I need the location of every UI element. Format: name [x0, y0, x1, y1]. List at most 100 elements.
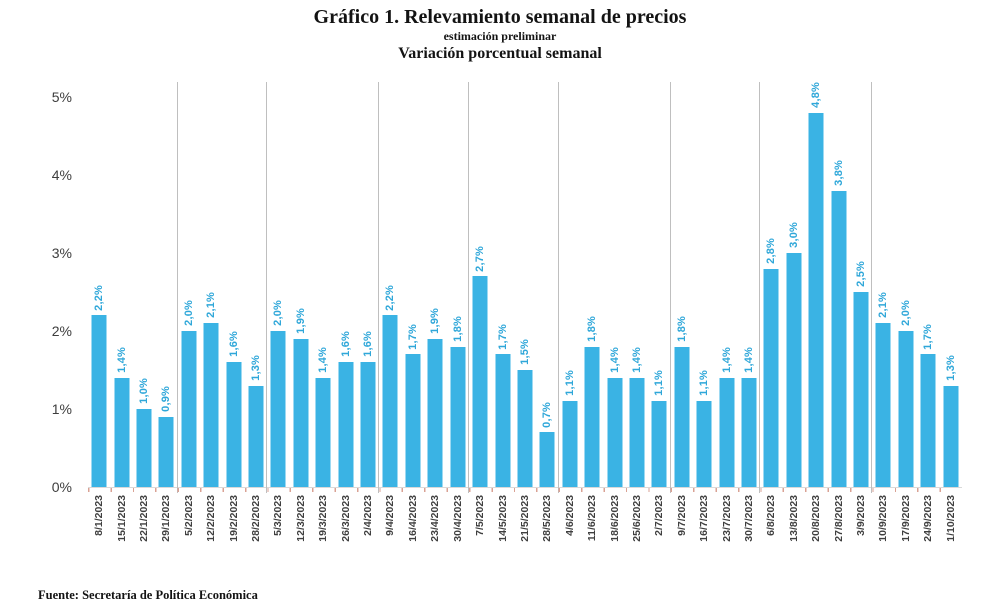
bar-slot: 1,4% 30/7/2023 [738, 82, 760, 542]
x-tick-label: 3/9/2023 [855, 495, 868, 536]
bar-slot: 2,5% 3/9/2023 [850, 82, 872, 536]
bar-slot: 0,9% 29/1/2023 [155, 82, 177, 542]
bar-slot: 1,0% 22/1/2023 [133, 82, 155, 542]
bar-value-label: 1,1% [563, 370, 576, 397]
chart-subtitle: estimación preliminar [443, 29, 557, 43]
bar [651, 401, 667, 487]
bar-slot: 1,4% 23/7/2023 [715, 82, 737, 542]
y-tick-label: 5% [51, 89, 72, 105]
x-tick-label: 14/5/2023 [496, 495, 509, 542]
bar-slot: 2,0% 5/2/2023 [178, 82, 200, 536]
x-tick-label: 28/5/2023 [541, 495, 554, 542]
bar-value-label: 2,0% [899, 300, 912, 326]
bar-value-label: 1,4% [608, 346, 621, 373]
chart-title-block: Gráfico 1. Relevamiento semanal de preci… [0, 5, 1000, 63]
bar [584, 346, 600, 487]
bar-value-label: 2,2% [384, 284, 397, 311]
x-tick-label: 30/7/2023 [742, 495, 755, 542]
bar-slot: 1,8% 11/6/2023 [581, 82, 603, 541]
bar-group: 2,1% 10/9/2023 2,0% 17/9/2023 1,7% 24/9/2023 1… [872, 82, 962, 542]
x-tick-label: 16/4/2023 [406, 495, 419, 542]
x-tick-label: 23/7/2023 [720, 495, 733, 542]
bar-slot: 1,5% 21/5/2023 [514, 82, 536, 542]
x-tick-label: 12/3/2023 [294, 495, 307, 542]
bar [696, 401, 712, 487]
bar-slot: 2,1% 12/2/2023 [200, 82, 222, 542]
bar-slot: 1,7% 16/4/2023 [402, 82, 424, 542]
bar-value-label: 1,8% [675, 315, 688, 342]
x-tick-label: 30/4/2023 [451, 495, 464, 542]
bar [450, 346, 466, 487]
bar-slot: 1,1% 16/7/2023 [693, 82, 715, 542]
bar-value-label: 1,6% [227, 331, 240, 358]
bar [427, 338, 443, 487]
x-tick-label: 13/8/2023 [787, 495, 800, 542]
bar-value-label: 1,8% [586, 315, 599, 342]
bar [517, 370, 533, 487]
x-tick-label: 4/6/2023 [563, 495, 576, 536]
bar-value-label: 2,0% [182, 300, 195, 326]
x-tick-label: 10/9/2023 [877, 495, 890, 542]
bar [405, 354, 421, 487]
bar-value-label: 1,0% [138, 378, 151, 404]
y-axis: 0% 1% 2% 3% 4% 5% [0, 82, 80, 495]
bar-group: 2,8% 6/8/2023 3,0% 13/8/2023 4,8% 20/8/2023 3,… [760, 82, 873, 542]
bar [226, 362, 242, 487]
bar-slot: 1,9% 12/3/2023 [290, 82, 312, 542]
x-tick-label: 21/5/2023 [518, 495, 531, 542]
bar-value-label: 1,7% [922, 323, 935, 350]
bar-slot: 1,8% 30/4/2023 [447, 82, 469, 542]
bar [136, 409, 152, 487]
bar-value-label: 2,1% [205, 292, 218, 319]
bar-slot: 1,1% 2/7/2023 [648, 82, 670, 536]
bar-slot: 2,8% 6/8/2023 [760, 82, 782, 536]
x-tick-label: 9/7/2023 [675, 495, 688, 536]
x-axis-tick-marks [88, 488, 962, 492]
bar-value-label: 3,0% [787, 222, 800, 248]
bar [495, 354, 511, 487]
bar [831, 190, 847, 487]
x-tick-label: 5/3/2023 [272, 495, 285, 536]
x-tick-label: 27/8/2023 [832, 495, 845, 542]
bar [920, 354, 936, 487]
x-tick-label: 18/6/2023 [608, 495, 621, 542]
bar-slot: 1,4% 18/6/2023 [603, 82, 625, 542]
y-tick-label: 3% [51, 245, 72, 261]
bar-value-label: 1,9% [294, 307, 307, 334]
x-tick-label: 12/2/2023 [205, 495, 218, 542]
x-tick-label: 17/9/2023 [899, 495, 912, 542]
bar-slot: 1,6% 19/2/2023 [222, 82, 244, 542]
bar-group: 2,0% 5/2/2023 2,1% 12/2/2023 1,6% 19/2/2023 1,… [178, 82, 268, 542]
bar-slot: 1,4% 15/1/2023 [110, 82, 132, 542]
bar-slot: 1,7% 24/9/2023 [917, 82, 939, 542]
bar-group: 2,0% 5/3/2023 1,9% 12/3/2023 1,4% 19/3/2023 1,… [267, 82, 380, 542]
bar [539, 432, 555, 487]
y-tick-label: 4% [51, 167, 72, 183]
bar [741, 377, 757, 487]
bar-slot: 1,4% 25/6/2023 [626, 82, 648, 542]
bar-slot: 2,0% 17/9/2023 [895, 82, 917, 542]
bar-value-label: 1,3% [250, 354, 263, 381]
bar-slot: 3,8% 27/8/2023 [827, 82, 849, 542]
bar [943, 385, 959, 487]
x-tick-label: 19/2/2023 [227, 495, 240, 542]
bar-slot: 2,2% 8/1/2023 [88, 82, 110, 536]
bar [203, 323, 219, 487]
bar-slot: 1,3% 1/10/2023 [939, 82, 961, 542]
bar [248, 385, 264, 487]
bar-value-label: 1,4% [317, 346, 330, 373]
bar-value-label: 1,5% [518, 339, 531, 365]
bar [719, 377, 735, 487]
bar-value-label: 2,0% [272, 300, 285, 326]
bar-value-label: 1,7% [496, 323, 509, 350]
x-tick-label: 26/3/2023 [339, 495, 352, 542]
bar [875, 323, 891, 487]
bar-slot: 2,1% 10/9/2023 [872, 82, 894, 542]
bar-group: 2,7% 7/5/2023 1,7% 14/5/2023 1,5% 21/5/2023 0,… [469, 82, 559, 542]
bar-value-label: 2,8% [765, 237, 778, 264]
x-tick-label: 20/8/2023 [810, 495, 823, 542]
bar-value-label: 1,4% [115, 346, 128, 373]
x-tick-label: 5/2/2023 [182, 495, 195, 536]
bar-group: 1,1% 4/6/2023 1,8% 11/6/2023 1,4% 18/6/2023 1,… [559, 82, 671, 542]
x-tick-label: 2/7/2023 [653, 495, 666, 536]
